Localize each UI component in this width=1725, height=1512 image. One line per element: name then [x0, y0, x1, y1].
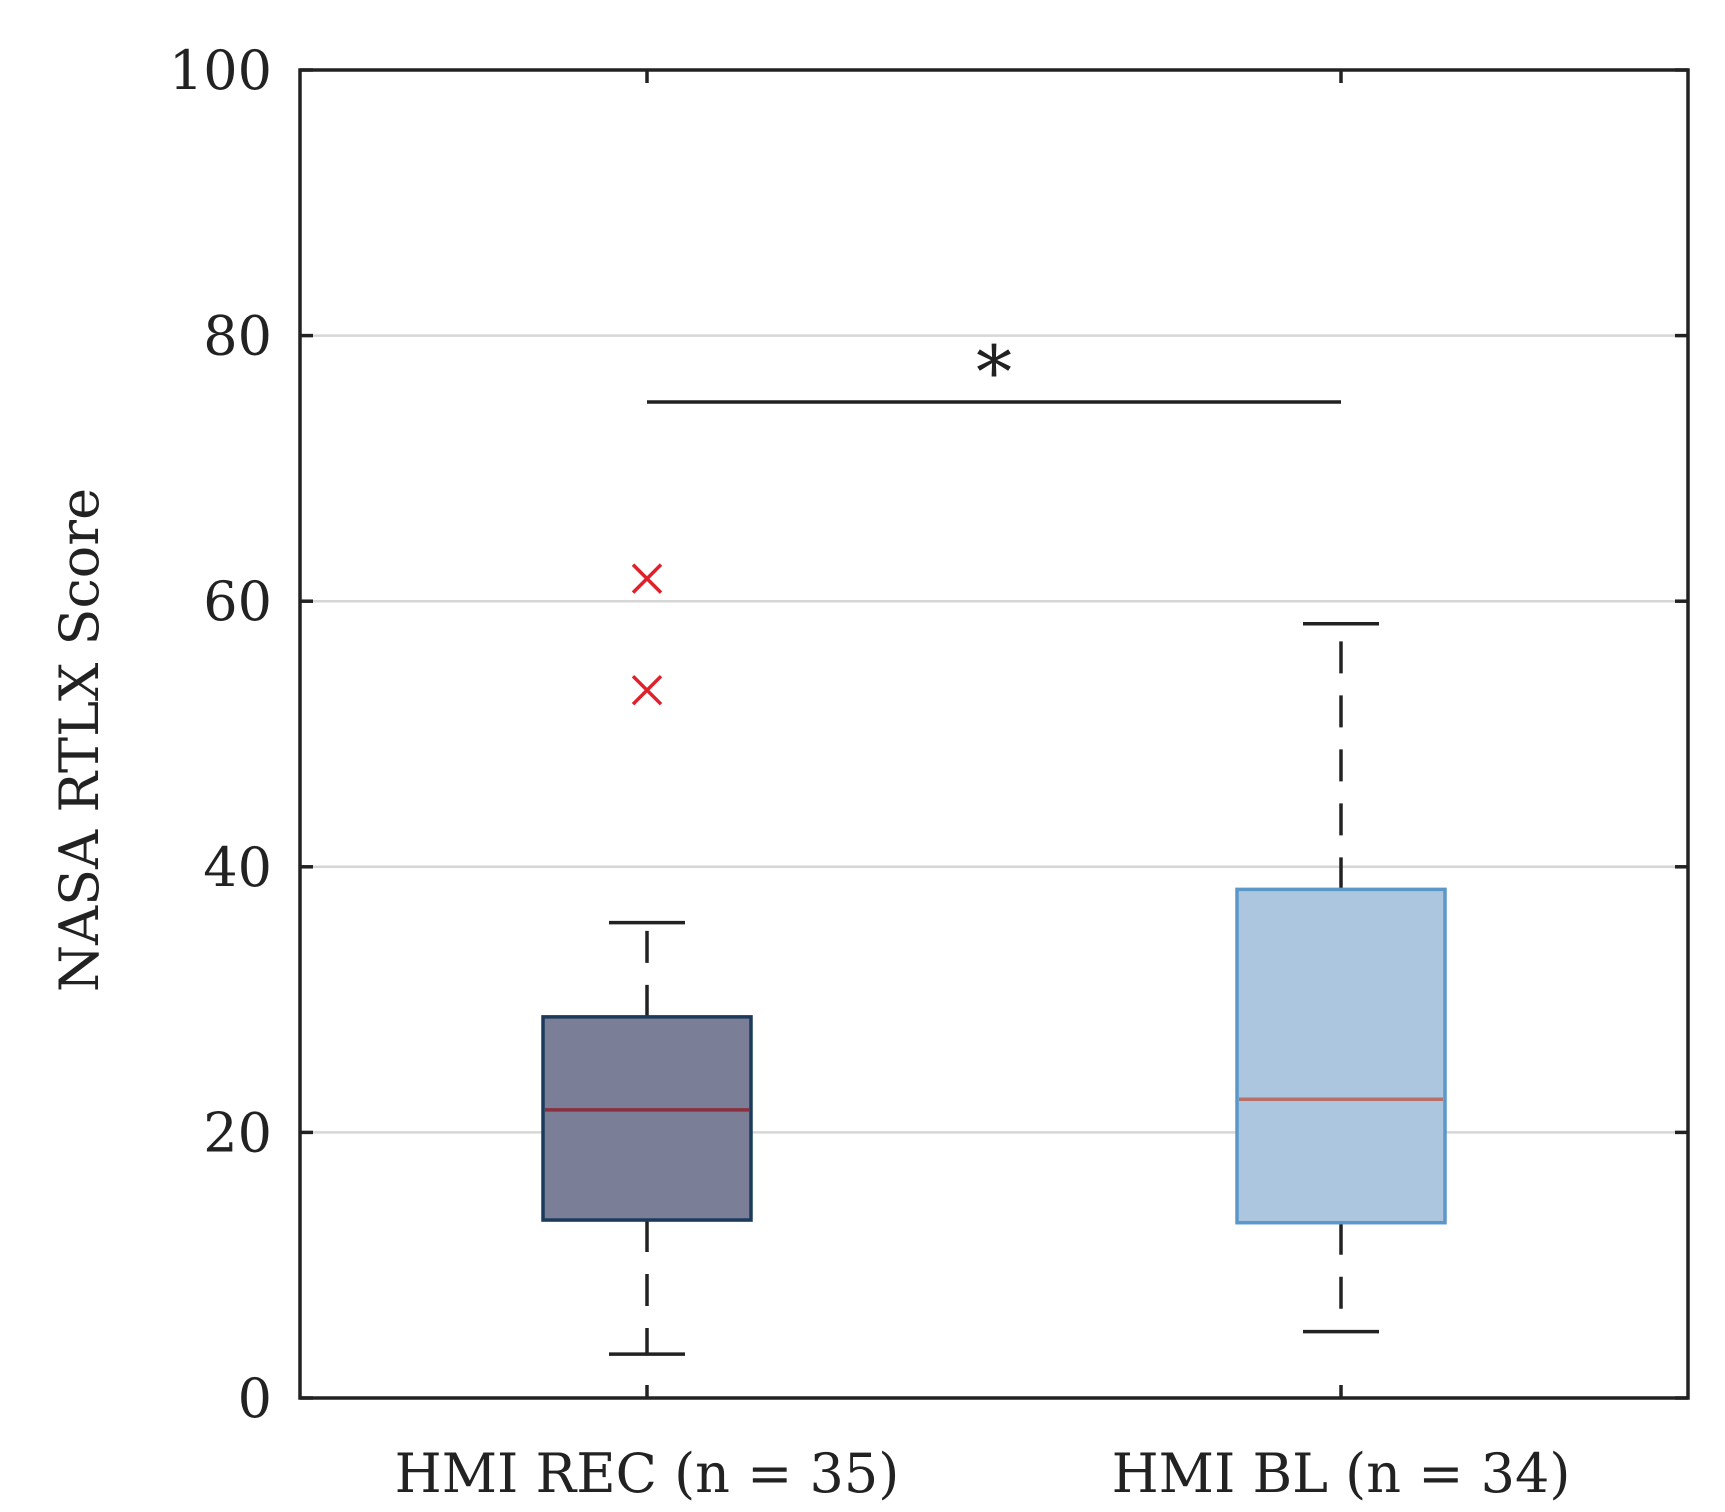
y-tick-labels: 0 20 40 60 80 100	[169, 39, 272, 1430]
box-group-0	[541, 563, 753, 1356]
iqr-box	[541, 1015, 753, 1222]
y-tick-label-0: 0	[238, 1367, 272, 1430]
y-axis-label: NASA RTLX Score	[48, 488, 111, 992]
y-tick-label-40: 40	[203, 836, 272, 899]
outlier-marker	[631, 674, 663, 706]
box-group-1	[1235, 622, 1447, 1334]
y-tick-label-100: 100	[169, 39, 272, 102]
y-tick-label-20: 20	[203, 1101, 272, 1164]
x-category-label-1: HMI BL (n = 34)	[1112, 1442, 1571, 1505]
outlier-stroke	[631, 674, 663, 706]
x-category-label-0: HMI REC (n = 35)	[395, 1442, 900, 1505]
outlier-marker	[631, 563, 663, 594]
iqr-box	[1235, 887, 1447, 1225]
y-tick-label-80: 80	[203, 305, 272, 368]
x-category-labels: HMI REC (n = 35) HMI BL (n = 34)	[395, 1442, 1571, 1505]
axes-frame	[298, 68, 1690, 1400]
y-tick-label-60: 60	[203, 570, 272, 633]
outlier-stroke	[631, 563, 663, 594]
significance-label: *	[976, 330, 1012, 414]
plot-frame	[298, 68, 1690, 1400]
grid-lines	[300, 334, 1688, 1134]
box-plots: *	[541, 330, 1447, 1356]
